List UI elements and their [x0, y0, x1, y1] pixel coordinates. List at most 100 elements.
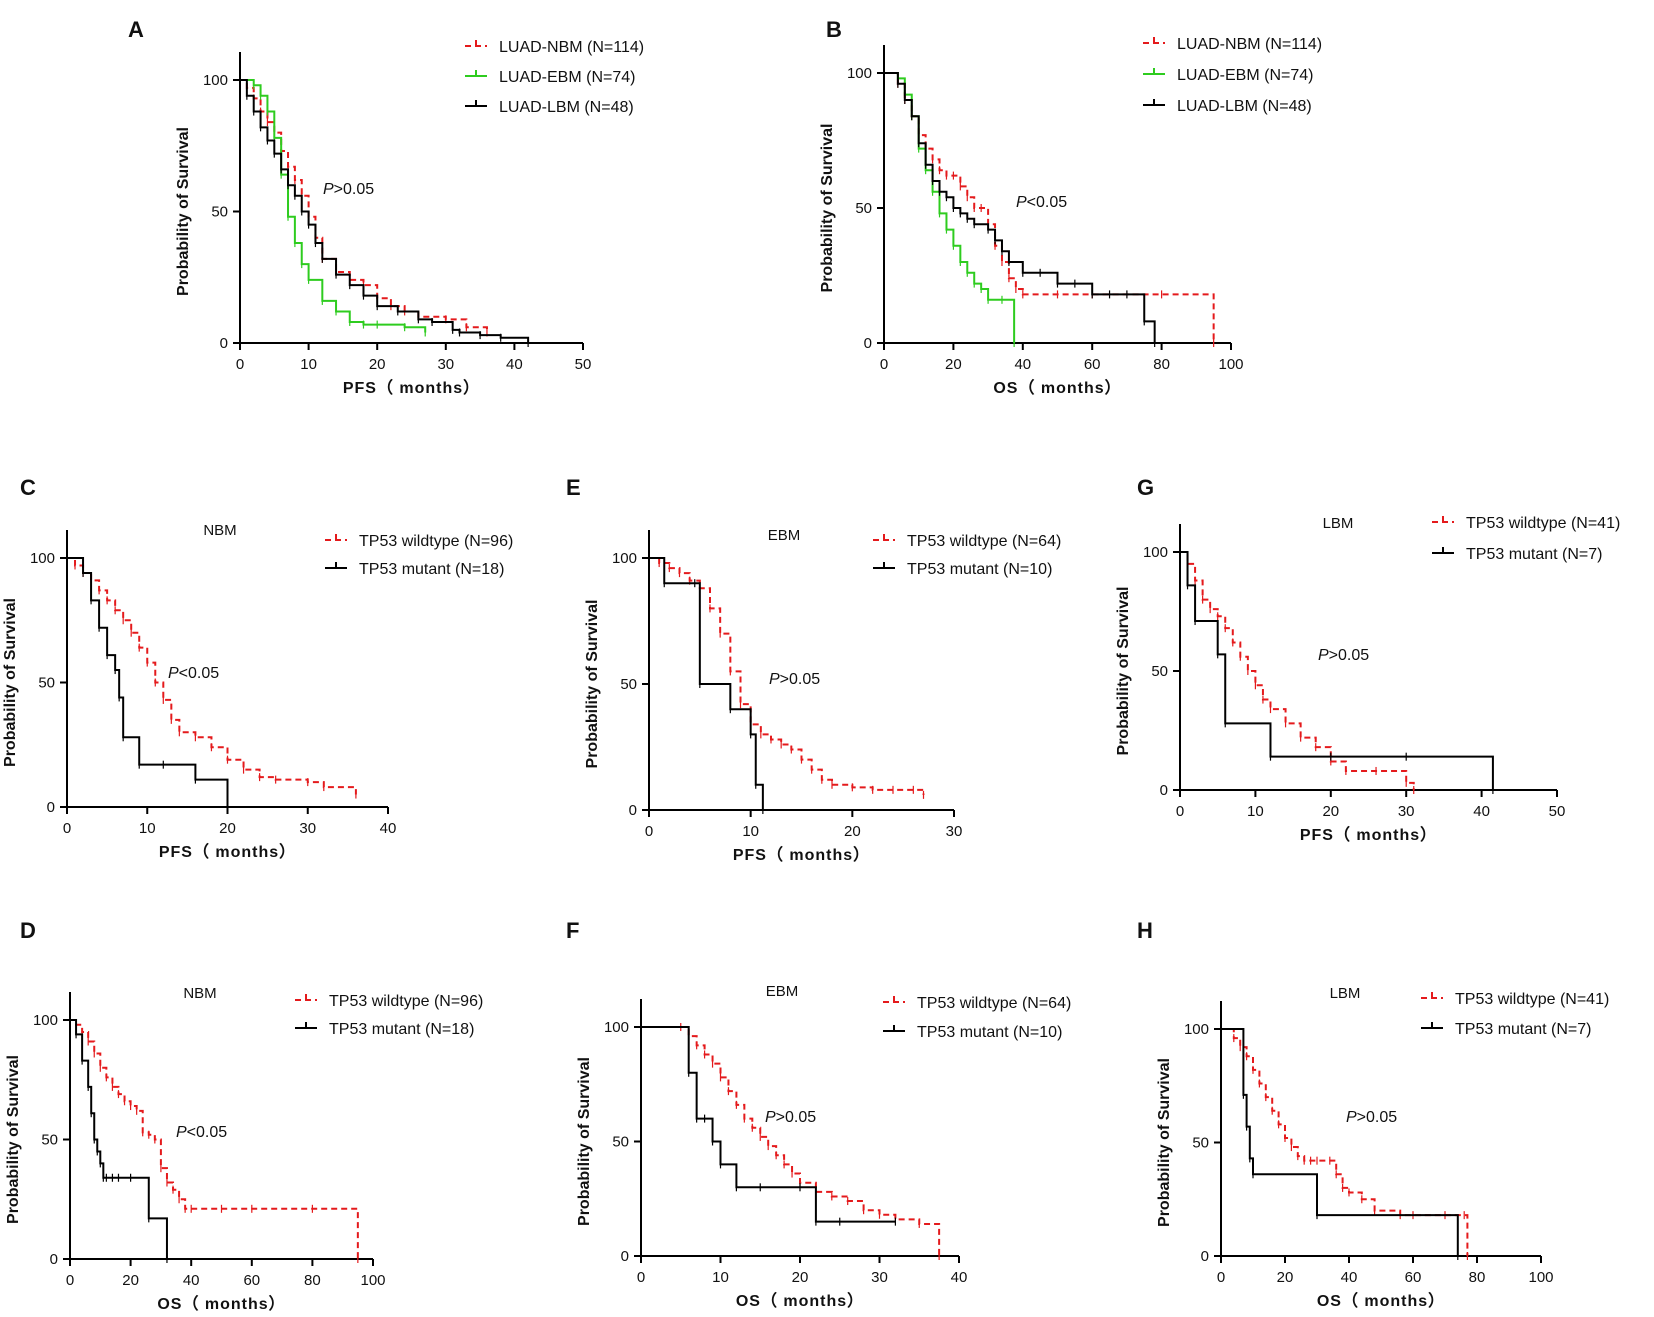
- x-tick-label: 20: [1277, 1269, 1294, 1286]
- panel-label: H: [1137, 918, 1153, 943]
- x-tick-label: 20: [369, 356, 386, 373]
- survival-curve: [70, 1019, 168, 1259]
- x-tick-label: 80: [1153, 356, 1170, 373]
- p-value-text: >0.05: [1357, 1109, 1398, 1126]
- x-axis-title: PFS（ months）: [343, 379, 480, 397]
- x-tick-label: 40: [183, 1272, 200, 1289]
- y-tick-label: 100: [604, 1019, 629, 1036]
- y-tick-label: 50: [41, 1132, 58, 1149]
- y-tick-label: 0: [1160, 782, 1168, 799]
- y-axis-title: Probability of Survival: [1115, 587, 1132, 756]
- y-tick-label: 50: [211, 204, 228, 221]
- x-tick-label: 30: [437, 356, 454, 373]
- chart-panel-a: A 0 10 20 30 40 50 0 50 100 PFS（ months） Probabilit…: [128, 17, 644, 397]
- y-tick-label: 0: [47, 799, 55, 816]
- p-value-annotation: P<0.05: [176, 1124, 227, 1141]
- panel-label: D: [20, 918, 36, 943]
- x-axis-title: PFS（ months）: [733, 846, 870, 864]
- p-value-annotation: P<0.05: [1016, 194, 1067, 211]
- chart-subtitle: EBM: [766, 983, 799, 1000]
- x-tick-label: 40: [1014, 356, 1031, 373]
- x-tick-label: 20: [1322, 803, 1339, 820]
- p-value-symbol: P: [769, 671, 780, 688]
- y-tick-label: 100: [1184, 1021, 1209, 1038]
- x-tick-label: 100: [1218, 356, 1243, 373]
- legend-label: LUAD-LBM (N=48): [499, 99, 634, 116]
- x-tick-label: 80: [304, 1272, 321, 1289]
- x-tick-label: 20: [122, 1272, 139, 1289]
- p-value-text: >0.05: [780, 671, 821, 688]
- x-axis-title: OS（ months）: [1317, 1292, 1445, 1310]
- p-value-symbol: P: [1318, 647, 1329, 664]
- x-tick-label: 80: [1469, 1269, 1486, 1286]
- survival-curve: [641, 1026, 896, 1223]
- x-tick-label: 20: [792, 1269, 809, 1286]
- chart-subtitle: LBM: [1330, 985, 1361, 1002]
- y-tick-label: 0: [629, 802, 637, 819]
- survival-curve: [884, 72, 1215, 343]
- y-tick-label: 0: [621, 1248, 629, 1265]
- x-tick-label: 40: [1473, 803, 1490, 820]
- p-value-text: >0.05: [334, 181, 375, 198]
- panel-label: F: [566, 918, 579, 943]
- panel-label: C: [20, 475, 36, 500]
- survival-curve: [884, 72, 1016, 343]
- legend-label: TP53 mutant (N=10): [917, 1024, 1062, 1041]
- p-value-symbol: P: [168, 665, 179, 682]
- survival-curve: [70, 1019, 359, 1259]
- p-value-symbol: P: [176, 1124, 187, 1141]
- survival-curve: [67, 557, 229, 807]
- survival-curve: [1180, 551, 1494, 790]
- survival-curve: [649, 557, 764, 810]
- x-tick-label: 0: [645, 823, 653, 840]
- y-axis-title: Probability of Survival: [2, 598, 19, 767]
- legend-label: TP53 mutant (N=7): [1455, 1021, 1592, 1038]
- x-tick-label: 10: [300, 356, 317, 373]
- y-axis-title: Probability of Survival: [1156, 1058, 1173, 1227]
- x-tick-label: 0: [236, 356, 244, 373]
- chart-panel-g: G 0 10 20 30 40 50 0 50 100 PFS（ months） Probabilit…: [1115, 475, 1620, 844]
- x-tick-label: 20: [219, 820, 236, 837]
- y-tick-label: 100: [203, 72, 228, 89]
- x-tick-label: 10: [1247, 803, 1264, 820]
- x-axis-title: PFS（ months）: [159, 843, 296, 861]
- y-tick-label: 0: [220, 335, 228, 352]
- p-value-annotation: P>0.05: [323, 181, 374, 198]
- p-value-symbol: P: [1346, 1109, 1357, 1126]
- p-value-annotation: P>0.05: [1318, 647, 1369, 664]
- p-value-text: <0.05: [1027, 194, 1068, 211]
- legend-label: TP53 wildtype (N=64): [917, 995, 1071, 1012]
- y-tick-label: 100: [33, 1012, 58, 1029]
- legend-label: TP53 mutant (N=18): [329, 1021, 474, 1038]
- x-tick-label: 0: [637, 1269, 645, 1286]
- panel-label: A: [128, 17, 144, 42]
- chart-subtitle: NBM: [183, 985, 216, 1002]
- survival-curve: [1180, 551, 1415, 790]
- x-axis-title: OS（ months）: [736, 1292, 864, 1310]
- p-value-symbol: P: [323, 181, 334, 198]
- legend-label: LUAD-NBM (N=114): [499, 39, 644, 56]
- legend-label: TP53 wildtype (N=41): [1466, 515, 1620, 532]
- y-tick-label: 0: [864, 335, 872, 352]
- legend-label: TP53 wildtype (N=96): [359, 533, 513, 550]
- y-axis-title: Probability of Survival: [576, 1057, 593, 1226]
- x-tick-label: 0: [63, 820, 71, 837]
- survival-curve: [1221, 1028, 1459, 1256]
- y-axis-title: Probability of Survival: [5, 1055, 22, 1224]
- p-value-annotation: P>0.05: [769, 671, 820, 688]
- x-tick-label: 0: [1217, 1269, 1225, 1286]
- legend-label: TP53 wildtype (N=41): [1455, 991, 1609, 1008]
- panel-label: E: [566, 475, 581, 500]
- p-value-annotation: P<0.05: [168, 665, 219, 682]
- p-value-symbol: P: [1016, 194, 1027, 211]
- x-tick-label: 60: [1405, 1269, 1422, 1286]
- y-tick-label: 100: [30, 550, 55, 567]
- y-tick-label: 50: [1192, 1135, 1209, 1152]
- survival-curve: [240, 79, 530, 343]
- x-tick-label: 60: [1084, 356, 1101, 373]
- x-tick-label: 10: [712, 1269, 729, 1286]
- survival-curve: [641, 1026, 941, 1256]
- y-tick-label: 0: [50, 1251, 58, 1268]
- y-axis-title: Probability of Survival: [819, 124, 836, 293]
- panel-label: B: [826, 17, 842, 42]
